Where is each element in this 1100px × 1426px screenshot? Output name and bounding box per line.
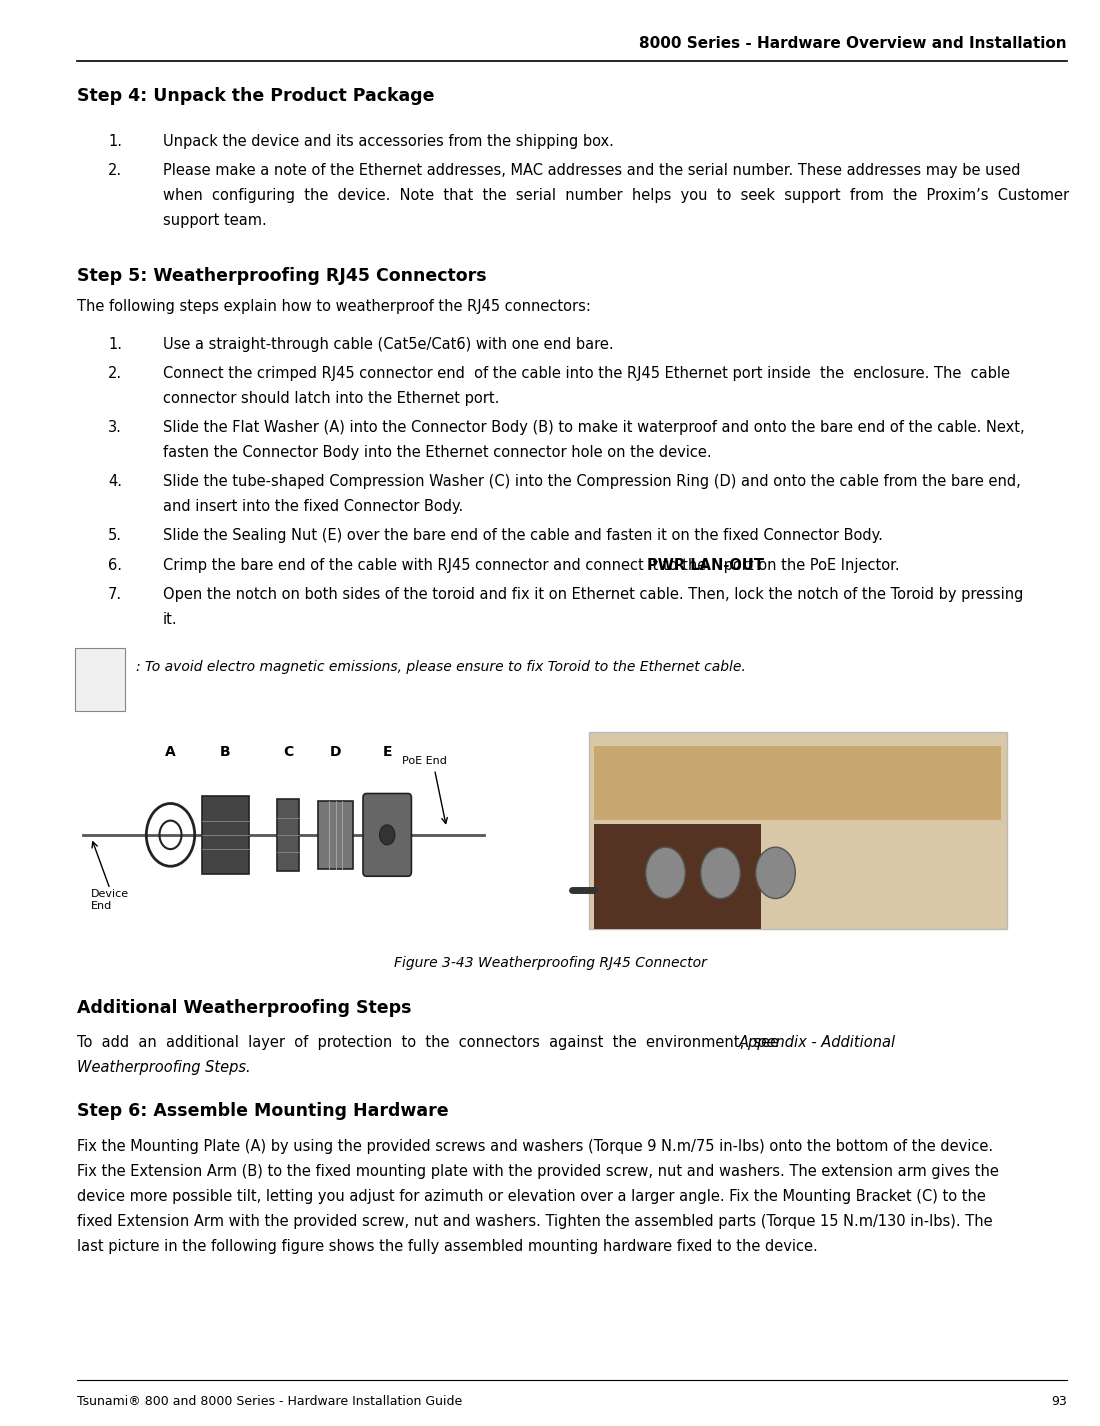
Text: 6.: 6.: [108, 558, 122, 573]
Text: port on the PoE Injector.: port on the PoE Injector.: [719, 558, 900, 573]
Bar: [594, 823, 761, 928]
Circle shape: [646, 847, 685, 898]
Text: device more possible tilt, letting you adjust for azimuth or elevation over a la: device more possible tilt, letting you a…: [77, 1189, 986, 1205]
Text: Connect the crimped RJ45 connector end  of the cable into the RJ45 Ethernet port: Connect the crimped RJ45 connector end o…: [163, 366, 1010, 381]
Text: Unpack the device and its accessories from the shipping box.: Unpack the device and its accessories fr…: [163, 134, 614, 150]
Text: last picture in the following figure shows the fully assembled mounting hardware: last picture in the following figure sho…: [77, 1239, 817, 1255]
Text: To  add  an  additional  layer  of  protection  to  the  connectors  against  th: To add an additional layer of protection…: [77, 1034, 783, 1050]
FancyBboxPatch shape: [363, 793, 411, 876]
Text: Open the notch on both sides of the toroid and fix it on Ethernet cable. Then, l: Open the notch on both sides of the toro…: [163, 586, 1023, 602]
Text: 4.: 4.: [108, 473, 122, 489]
Circle shape: [701, 847, 740, 898]
Text: 2.: 2.: [108, 366, 122, 381]
Text: Slide the tube-shaped Compression Washer (C) into the Compression Ring (D) and o: Slide the tube-shaped Compression Washer…: [163, 473, 1021, 489]
Bar: [277, 799, 299, 870]
Text: 1.: 1.: [108, 337, 122, 352]
Text: The following steps explain how to weatherproof the RJ45 connectors:: The following steps explain how to weath…: [77, 299, 591, 315]
Text: Fix the Mounting Plate (A) by using the provided screws and washers (Torque 9 N.: Fix the Mounting Plate (A) by using the …: [77, 1139, 993, 1155]
Text: Fix the Extension Arm (B) to the fixed mounting plate with the provided screw, n: Fix the Extension Arm (B) to the fixed m…: [77, 1164, 999, 1179]
Text: Device
End: Device End: [91, 888, 130, 911]
Text: Slide the Sealing Nut (E) over the bare end of the cable and fasten it on the fi: Slide the Sealing Nut (E) over the bare …: [163, 528, 882, 543]
Text: support team.: support team.: [163, 212, 266, 228]
Text: 3.: 3.: [108, 419, 122, 435]
Text: fasten the Connector Body into the Ethernet connector hole on the device.: fasten the Connector Body into the Ether…: [163, 445, 712, 461]
FancyBboxPatch shape: [75, 647, 125, 710]
Text: 8000 Series - Hardware Overview and Installation: 8000 Series - Hardware Overview and Inst…: [639, 36, 1067, 51]
Text: 1.: 1.: [108, 134, 122, 150]
Text: E: E: [383, 744, 392, 759]
Text: 93: 93: [1052, 1395, 1067, 1407]
Text: fixed Extension Arm with the provided screw, nut and washers. Tighten the assemb: fixed Extension Arm with the provided sc…: [77, 1214, 992, 1229]
Bar: [202, 796, 249, 874]
Text: 2.: 2.: [108, 164, 122, 178]
Text: PoE End: PoE End: [402, 756, 447, 766]
Text: C: C: [283, 744, 294, 759]
Text: 5.: 5.: [108, 528, 122, 543]
Text: A: A: [165, 744, 176, 759]
Text: Step 4: Unpack the Product Package: Step 4: Unpack the Product Package: [77, 87, 434, 106]
Text: D: D: [330, 744, 341, 759]
Text: Weatherproofing Steps.: Weatherproofing Steps.: [77, 1060, 251, 1075]
Text: : To avoid electro magnetic emissions, please ensure to fix Toroid to the Ethern: : To avoid electro magnetic emissions, p…: [136, 659, 746, 673]
Text: Use a straight-through cable (Cat5e/Cat6) with one end bare.: Use a straight-through cable (Cat5e/Cat6…: [163, 337, 614, 352]
Text: Slide the Flat Washer (A) into the Connector Body (B) to make it waterproof and : Slide the Flat Washer (A) into the Conne…: [163, 419, 1024, 435]
Bar: [594, 746, 1001, 820]
Text: B: B: [220, 744, 231, 759]
Text: Step 5: Weatherproofing RJ45 Connectors: Step 5: Weatherproofing RJ45 Connectors: [77, 267, 486, 285]
Text: connector should latch into the Ethernet port.: connector should latch into the Ethernet…: [163, 391, 499, 406]
Text: 7.: 7.: [108, 586, 122, 602]
Text: it.: it.: [163, 612, 177, 627]
Text: Please make a note of the Ethernet addresses, MAC addresses and the serial numbe: Please make a note of the Ethernet addre…: [163, 164, 1021, 178]
Text: Appendix - Additional: Appendix - Additional: [739, 1034, 896, 1050]
Text: Tsunami® 800 and 8000 Series - Hardware Installation Guide: Tsunami® 800 and 8000 Series - Hardware …: [77, 1395, 462, 1407]
Circle shape: [756, 847, 795, 898]
Circle shape: [379, 824, 395, 844]
Text: Figure 3-43 Weatherproofing RJ45 Connector: Figure 3-43 Weatherproofing RJ45 Connect…: [394, 955, 706, 970]
Text: and insert into the fixed Connector Body.: and insert into the fixed Connector Body…: [163, 499, 463, 515]
Bar: [77, 724, 594, 935]
Bar: [588, 732, 1006, 928]
FancyArrow shape: [92, 662, 112, 693]
Text: Crimp the bare end of the cable with RJ45 connector and connect it to the: Crimp the bare end of the cable with RJ4…: [163, 558, 711, 573]
Text: Step 6: Assemble Mounting Hardware: Step 6: Assemble Mounting Hardware: [77, 1102, 449, 1121]
Bar: [318, 800, 353, 868]
Text: when  configuring  the  device.  Note  that  the  serial  number  helps  you  to: when configuring the device. Note that t…: [163, 188, 1069, 204]
Text: Additional Weatherproofing Steps: Additional Weatherproofing Steps: [77, 998, 411, 1017]
Text: PWR LAN-OUT: PWR LAN-OUT: [647, 558, 764, 573]
